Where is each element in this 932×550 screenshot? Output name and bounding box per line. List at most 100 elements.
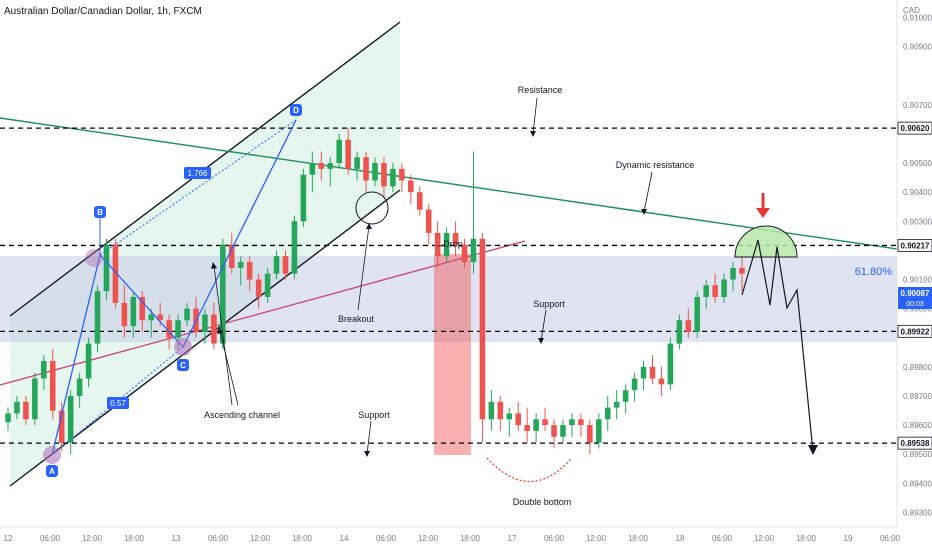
marker-a-circle (43, 446, 61, 464)
marker-c-circle (174, 338, 192, 356)
candle-body-64 (578, 419, 584, 426)
ascending-channel-pointer-1 (213, 265, 233, 406)
level-tag-label-2: 0.89922 (901, 327, 930, 336)
drop-box (434, 254, 471, 455)
candle-body-38 (345, 139, 351, 169)
double-bottom-arc (486, 457, 573, 482)
label-support-upper: Support (533, 299, 565, 309)
breakout-circle (355, 191, 389, 225)
label-resistance: Resistance (518, 85, 563, 95)
support-upper-pointer (540, 309, 547, 342)
price-tick-1: 0.90900 (903, 43, 932, 52)
candle-body-9 (85, 343, 92, 379)
channel-fill (10, 22, 400, 486)
time-tick-16: 18 (676, 534, 685, 543)
candle-body-74 (667, 343, 674, 385)
candle-body-5 (49, 361, 56, 411)
candle-body-32 (291, 221, 298, 274)
top-semicircle (734, 225, 798, 258)
breakout-pointer (357, 225, 370, 311)
candle-body-77 (694, 296, 701, 332)
time-tick-17: 06:00 (712, 534, 733, 543)
level-tag-label-1: 0.90217 (901, 241, 930, 250)
ascending-channel-pointer-2-head (217, 327, 223, 334)
candle-body-54 (488, 401, 495, 420)
candle-body-17 (157, 314, 163, 321)
candle-body-57 (515, 413, 521, 426)
label-drop: Drop (443, 239, 463, 249)
currency-label: CAD (903, 6, 920, 15)
candle-body-11 (103, 244, 110, 292)
candle-body-45 (408, 180, 414, 193)
resistance-pointer (532, 97, 538, 135)
candle-body-2 (23, 401, 29, 420)
candles (5, 128, 745, 455)
time-tick-13: 06:00 (544, 534, 565, 543)
support-lower-pointer (366, 420, 372, 455)
support-lower-pointer-head (364, 451, 370, 457)
candle-body-30 (273, 256, 280, 274)
level-tag-box-0 (897, 121, 932, 135)
level-tag-box-1 (897, 239, 932, 252)
candle-body-48 (434, 232, 441, 257)
candle-body-34 (309, 163, 316, 175)
candle-body-18 (166, 320, 172, 338)
candle-body-6 (58, 410, 65, 443)
fib-label: 61.80% (855, 266, 893, 278)
level-tag-box-2 (897, 324, 932, 338)
candle-body-67 (604, 407, 611, 420)
time-tick-18: 12:00 (754, 534, 775, 543)
candle-body-28 (255, 279, 262, 297)
price-tick-10: 0.89600 (903, 421, 932, 430)
label-support-lower: Support (358, 410, 390, 420)
ascending-channel-pointer-2 (219, 330, 239, 406)
abcd-pattern (51, 119, 297, 456)
time-tick-15: 18:00 (628, 534, 649, 543)
point-a-label: A (49, 467, 55, 476)
ratio-badge-1 (184, 167, 211, 179)
candle-body-19 (175, 320, 181, 338)
support-zone (0, 256, 897, 342)
red-arrow-head (756, 208, 770, 218)
candle-body-4 (41, 361, 47, 379)
time-tick-9: 06:00 (376, 534, 397, 543)
candle-body-15 (139, 296, 146, 321)
time-tick-10: 12:00 (418, 534, 439, 543)
candle-body-29 (264, 273, 271, 297)
candle-body-82 (739, 267, 745, 274)
candle-body-65 (587, 425, 593, 443)
candle-body-13 (121, 302, 128, 327)
candle-body-22 (202, 314, 208, 332)
candle-body-52 (470, 238, 477, 263)
candle-body-55 (497, 401, 504, 420)
candle-body-12 (112, 244, 119, 303)
point-c-badge (177, 359, 189, 371)
candle-body-51 (461, 244, 468, 263)
candle-body-53 (479, 238, 486, 420)
point-b-badge (94, 206, 106, 218)
candle-body-3 (32, 378, 38, 420)
candle-body-7 (67, 395, 74, 443)
candle-body-56 (506, 413, 513, 420)
marker-b-circle (85, 249, 103, 267)
candle-body-80 (721, 279, 727, 297)
time-axis-ticks: 12 06:00 12:00 18:00 13 06:00 12:00 18:00 14 06:0… (4, 534, 901, 543)
current-price-countdown: 00:03 (906, 301, 924, 308)
candle-body-70 (631, 378, 638, 391)
candle-body-20 (184, 308, 190, 321)
price-tick-12: 0.89400 (903, 479, 932, 488)
projected-path-arrowhead (808, 445, 818, 455)
point-d-label: D (293, 106, 299, 115)
price-tick-2: 0.90700 (903, 101, 932, 110)
time-tick-14: 12:00 (586, 534, 607, 543)
candle-body-25 (229, 244, 235, 268)
candle-body-61 (551, 425, 557, 437)
resistance-pointer-head (530, 131, 536, 137)
label-double-bottom: Double bottom (513, 497, 572, 507)
candle-body-81 (730, 267, 736, 280)
candle-body-26 (237, 262, 244, 268)
candle-body-31 (282, 256, 289, 274)
candle-body-68 (613, 401, 620, 408)
price-tick-13: 0.89300 (903, 508, 932, 517)
